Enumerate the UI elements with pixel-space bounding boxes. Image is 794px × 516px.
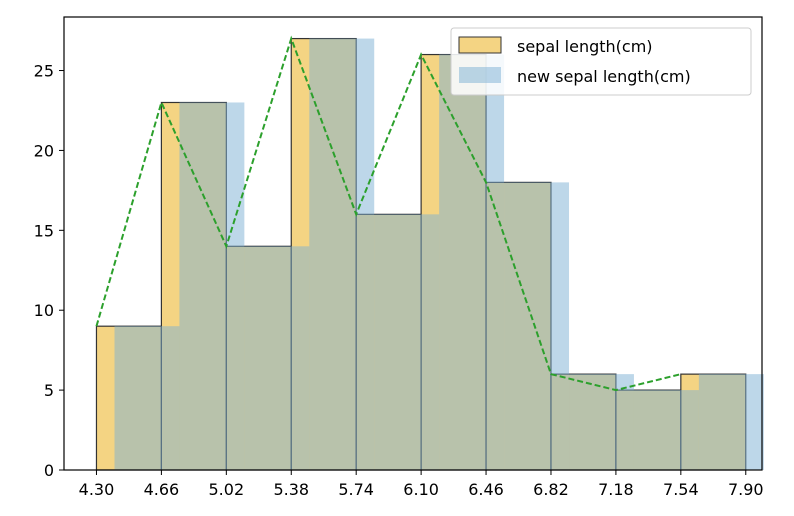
bar-new-sepal-length-2 (244, 246, 310, 470)
bar-new-sepal-length-1 (179, 102, 245, 471)
y-tick-label-3: 15 (34, 221, 54, 240)
x-axis: 4.30 4.66 5.02 5.38 5.74 6.10 6.46 6.82 7.18 7.54… (79, 470, 764, 499)
bar-new-sepal-length-3 (309, 38, 375, 470)
bar-new-sepal-length-9 (698, 374, 764, 470)
y-tick-label-1: 5 (44, 381, 54, 400)
x-tick-label-8: 7.18 (598, 480, 634, 499)
x-tick-label-4: 5.74 (338, 480, 374, 499)
series-new-sepal-length-bars (114, 38, 764, 471)
legend: sepal length(cm) new sepal length(cm) (450, 27, 752, 96)
bar-new-sepal-length-0 (114, 326, 180, 470)
y-tick-label-0: 0 (44, 461, 54, 480)
x-tick-label-9: 7.54 (663, 480, 699, 499)
x-tick-label-0: 4.30 (79, 480, 115, 499)
series-dashed-line (95, 35, 682, 392)
x-tick-label-7: 6.82 (533, 480, 569, 499)
legend-swatch-new-sepal-length (459, 67, 501, 83)
bar-new-sepal-length-7 (569, 374, 634, 470)
x-tick-label-3: 5.38 (273, 480, 309, 499)
y-tick-label-2: 10 (34, 301, 54, 320)
bar-new-sepal-length-4 (374, 214, 440, 470)
y-tick-label-4: 20 (34, 141, 54, 160)
legend-label-new-sepal-length: new sepal length(cm) (517, 67, 691, 86)
x-tick-label-6: 6.46 (468, 480, 504, 499)
legend-box (450, 27, 752, 96)
bar-new-sepal-length-8 (633, 390, 699, 470)
x-tick-label-5: 6.10 (403, 480, 439, 499)
bar-new-sepal-length-6 (504, 182, 570, 470)
x-tick-label-10: 7.90 (728, 480, 764, 499)
x-tick-label-1: 4.66 (144, 480, 180, 499)
y-axis: 0 5 10 15 20 25 (34, 62, 64, 480)
y-tick-label-5: 25 (34, 62, 54, 81)
x-tick-label-2: 5.02 (209, 480, 245, 499)
bar-new-sepal-length-5 (439, 54, 505, 471)
legend-label-sepal-length: sepal length(cm) (517, 37, 653, 56)
dashed-line-path (95, 35, 682, 392)
plot-frame (63, 16, 763, 471)
legend-swatch-sepal-length (458, 36, 502, 54)
